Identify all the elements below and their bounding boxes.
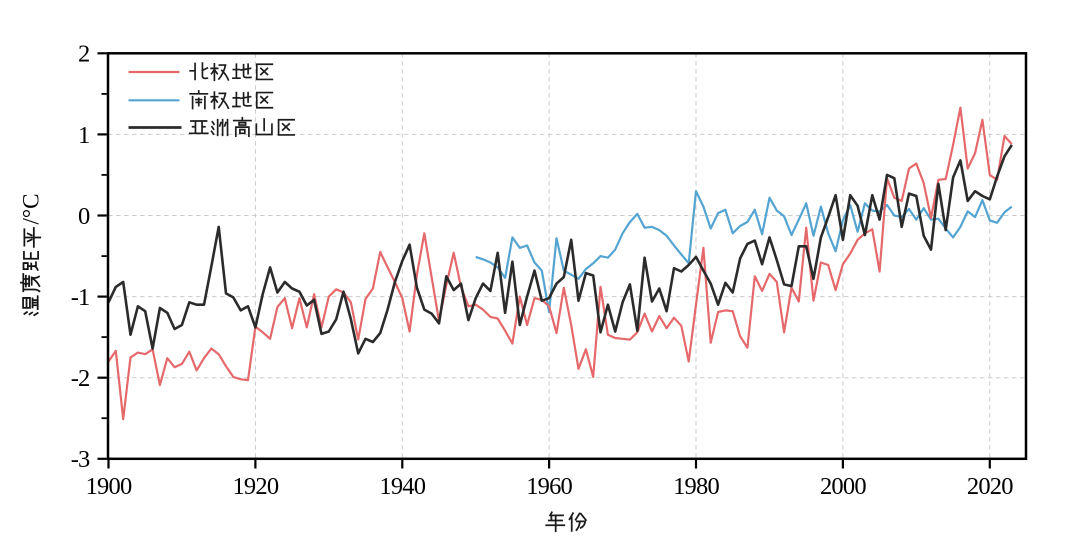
svg-text:1920: 1920	[232, 473, 278, 500]
svg-text:2000: 2000	[820, 473, 866, 500]
svg-text:-3: -3	[71, 446, 90, 473]
svg-text:-2: -2	[71, 365, 90, 392]
svg-text:1: 1	[78, 122, 89, 149]
svg-text:2020: 2020	[967, 473, 1013, 500]
svg-text:0: 0	[78, 203, 90, 230]
svg-text:/°C: /°C	[19, 194, 44, 225]
svg-text:1960: 1960	[526, 473, 572, 500]
svg-text:1980: 1980	[673, 473, 719, 500]
svg-text:-1: -1	[71, 284, 90, 311]
svg-text:1940: 1940	[379, 473, 425, 500]
svg-text:2: 2	[78, 41, 89, 68]
svg-text:1900: 1900	[86, 473, 132, 500]
